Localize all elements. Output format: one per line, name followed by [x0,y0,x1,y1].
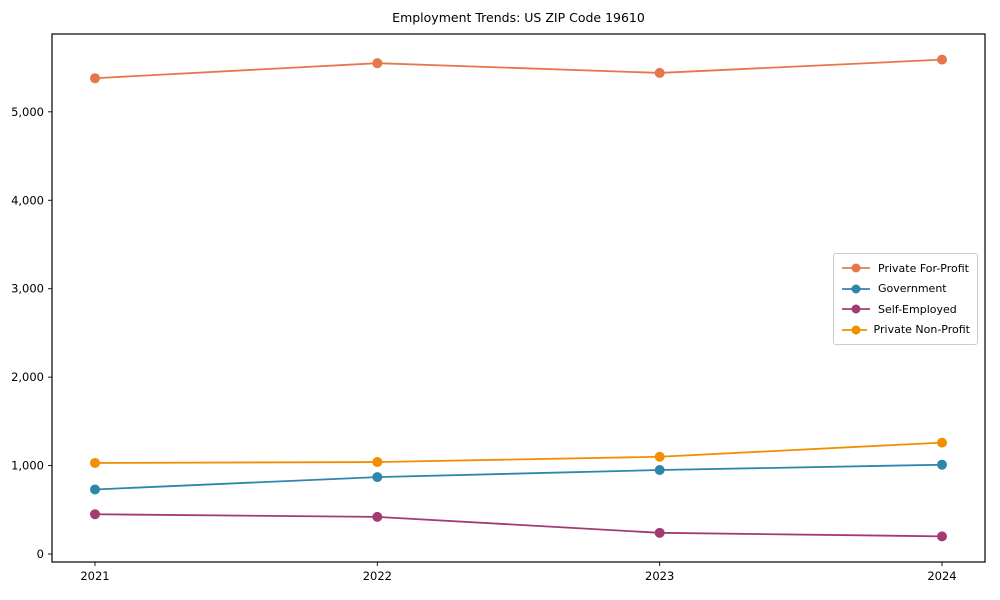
x-tick-label: 2023 [645,569,674,583]
y-tick-label: 4,000 [11,193,44,207]
legend-label: Private For-Profit [878,261,969,275]
series-marker-self-employed [937,531,947,542]
series-marker-private-for-profit [90,73,100,84]
series-line-private-for-profit [94,58,943,80]
legend-dot-glyph [851,325,861,335]
y-tick-label: 3,000 [11,282,44,296]
series-marker-government [90,484,100,495]
x-tick-label: 2022 [363,569,392,583]
series-line-self-employed [94,513,943,538]
y-tick-label: 2,000 [11,370,44,384]
legend-dot-glyph [851,304,861,314]
series-marker-private-for-profit [372,58,383,69]
series-marker-self-employed [372,511,383,522]
series-marker-private-non-profit [372,457,383,468]
chart-title: Employment Trends: US ZIP Code 19610 [392,10,645,25]
x-tick-label: 2024 [927,569,956,583]
legend-label: Self-Employed [878,302,957,316]
series-marker-government [372,472,383,483]
legend-item-government: Government [841,279,970,298]
series-marker-government [937,459,947,470]
y-tick-label: 0 [37,547,44,561]
legend-item-self-employed: Self-Employed [841,300,970,319]
series-marker-government [654,465,665,476]
series-marker-private-non-profit [90,457,100,468]
legend-label: Government [878,282,947,296]
legend-item-private-for-profit: Private For-Profit [841,259,970,278]
series-marker-private-non-profit [654,451,665,462]
series-marker-private-non-profit [937,437,947,448]
plot-frame [51,33,986,563]
chart-legend: Private For-Profit Government Self-Employe… [833,253,978,345]
legend-dot-glyph [851,263,861,273]
legend-marker-icon [842,263,870,273]
x-tick-label: 2021 [80,569,109,583]
series-line-private-non-profit [94,441,943,464]
y-tick-label: 5,000 [11,105,44,119]
series-marker-private-for-profit [654,67,665,78]
series-line-government [94,463,943,491]
legend-marker-icon [842,325,867,335]
legend-label: Private Non-Profit [873,323,970,337]
legend-dot-glyph [851,284,861,294]
legend-marker-icon [842,284,870,294]
legend-marker-icon [842,304,870,314]
series-marker-self-employed [654,527,665,538]
legend-item-private-non-profit: Private Non-Profit [841,320,970,339]
series-marker-self-employed [90,509,100,520]
y-tick-label: 1,000 [11,459,44,473]
series-marker-private-for-profit [937,54,947,65]
